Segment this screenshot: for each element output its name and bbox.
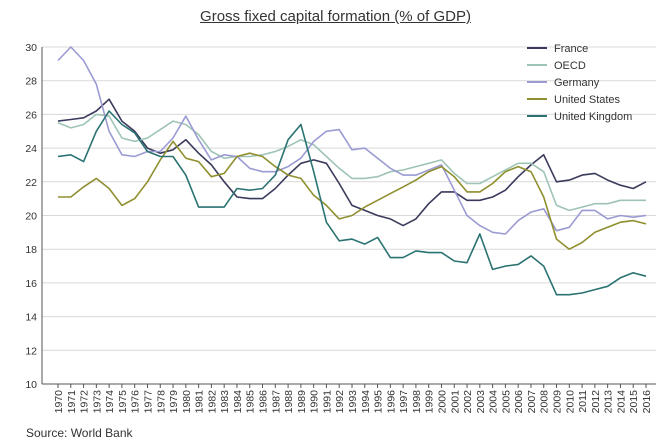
x-tick-label: 2002 (462, 390, 474, 414)
legend-label: United Kingdom (554, 111, 632, 123)
x-tick-label: 1972 (79, 390, 91, 414)
x-tick-label: 2016 (641, 390, 653, 414)
x-tick-label: 1983 (219, 390, 231, 414)
x-tick-label: 2015 (628, 390, 640, 414)
series-line-united-kingdom (57, 110, 647, 296)
x-tick-label: 2008 (539, 390, 551, 414)
x-tick-label: 1976 (130, 390, 142, 414)
y-tick-label: 10 (25, 379, 37, 391)
y-tick-label: 14 (25, 312, 37, 324)
x-tick-label: 1993 (347, 390, 359, 414)
x-tick-label: 1981 (194, 390, 206, 414)
x-tick-label: 2005 (500, 390, 512, 414)
x-tick-label: 1995 (373, 390, 385, 414)
chart-title: Gross fixed capital formation (% of GDP) (200, 8, 471, 25)
x-tick-label: 1980 (181, 390, 193, 414)
legend: France OECD Germany United States United Kin… (527, 43, 632, 123)
y-tick-label: 30 (25, 42, 37, 54)
x-tick-label: 1984 (232, 390, 244, 414)
series-line-united-states (58, 140, 647, 250)
x-tick-label: 2011 (577, 390, 589, 413)
legend-label: Germany (554, 77, 600, 89)
x-tick-label: 1997 (398, 390, 410, 414)
y-tick-label: 16 (25, 278, 37, 290)
legend-label: United States (554, 94, 621, 106)
series-line-germany (57, 46, 647, 235)
y-tick-label: 26 (25, 109, 37, 121)
y-tick-label: 20 (25, 211, 37, 223)
y-tick-label: 24 (25, 143, 37, 155)
x-tick-label: 1999 (424, 390, 436, 414)
x-tick-label: 1992 (334, 390, 346, 414)
x-tick-label: 1973 (91, 390, 103, 414)
x-tick-label: 1977 (142, 390, 154, 414)
x-tick-label: 2000 (436, 390, 448, 414)
x-tick-label: 2010 (564, 390, 576, 414)
x-axis-ticks: 1970 1971 1972 1973 1974 1975 1976 1977 1978 1979… (53, 384, 653, 413)
x-tick-label: 2009 (552, 390, 564, 414)
x-tick-label: 2007 (526, 390, 538, 414)
x-tick-label: 2004 (488, 390, 500, 414)
y-tick-label: 12 (25, 345, 37, 357)
legend-label: France (554, 43, 588, 55)
x-tick-label: 1974 (104, 390, 116, 414)
series-lines (57, 46, 647, 296)
x-tick-label: 2001 (449, 390, 461, 414)
x-tick-label: 1986 (258, 390, 270, 414)
x-tick-label: 1982 (206, 390, 218, 414)
source-note: Source: World Bank (26, 426, 133, 440)
x-tick-label: 1971 (66, 390, 78, 414)
x-tick-label: 1987 (270, 390, 282, 414)
x-tick-label: 2006 (513, 390, 525, 414)
gridlines (41, 46, 656, 385)
x-tick-label: 1975 (117, 390, 129, 414)
x-tick-label: 1996 (385, 390, 397, 414)
x-tick-label: 2013 (603, 390, 615, 414)
x-tick-label: 1970 (53, 390, 65, 414)
x-tick-label: 1994 (360, 390, 372, 414)
y-tick-label: 22 (25, 177, 37, 189)
legend-label: OECD (554, 60, 586, 72)
x-tick-label: 1979 (168, 390, 180, 414)
x-tick-label: 2012 (590, 390, 602, 414)
x-tick-label: 1988 (283, 390, 295, 414)
series-line-oecd (57, 113, 646, 212)
y-axis-ticks: 10 12 14 16 18 20 22 24 26 28 30 (25, 42, 37, 391)
y-tick-label: 18 (25, 244, 37, 256)
x-tick-label: 1989 (296, 390, 308, 414)
x-tick-label: 2014 (615, 390, 627, 414)
x-tick-label: 1998 (411, 390, 423, 414)
y-tick-label: 28 (25, 76, 37, 88)
x-tick-label: 1990 (309, 390, 321, 414)
x-tick-label: 2003 (475, 390, 487, 414)
x-tick-label: 1991 (321, 390, 333, 414)
x-tick-label: 1978 (155, 390, 167, 414)
x-tick-label: 1985 (245, 390, 257, 414)
